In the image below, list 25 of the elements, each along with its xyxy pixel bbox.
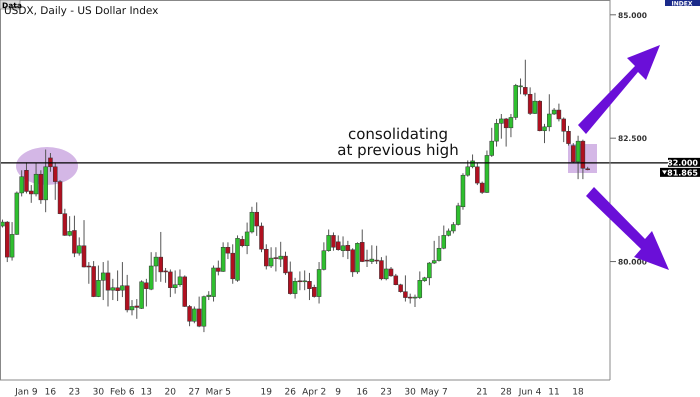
x-tick-label: 9 (335, 387, 342, 397)
x-tick-label: 23 (380, 387, 392, 397)
x-tick-label: Jan 9 (14, 387, 38, 397)
x-tick-label: 26 (284, 387, 296, 397)
x-tick-label: 21 (476, 387, 488, 397)
x-tick-label: May 7 (420, 387, 448, 397)
x-tick-label: 23 (68, 387, 80, 397)
x-tick-label: 27 (188, 387, 200, 397)
x-tick-label: 11 (548, 387, 560, 397)
x-tick-label: Mar 5 (205, 387, 232, 397)
x-tick-label: 16 (356, 387, 368, 397)
x-tick-label: 20 (164, 387, 176, 397)
text: 81.865 (667, 168, 698, 178)
x-tick-label: 16 (44, 387, 56, 397)
x-tick-label: Jun 4 (518, 387, 542, 397)
x-tick-label: 30 (92, 387, 104, 397)
annotation: consolidating at previous high (337, 125, 459, 159)
x-tick-label: 28 (500, 387, 512, 397)
x-tick-label: Feb 6 (110, 387, 135, 397)
x-tick-label: 13 (140, 387, 152, 397)
x-tick-label: 19 (260, 387, 272, 397)
x-tick-label: 18 (572, 387, 584, 397)
x-tick-label: Apr 2 (302, 387, 326, 397)
x-tick-label: 30 (404, 387, 416, 397)
ref-line-label: 82.000 (667, 158, 698, 168)
